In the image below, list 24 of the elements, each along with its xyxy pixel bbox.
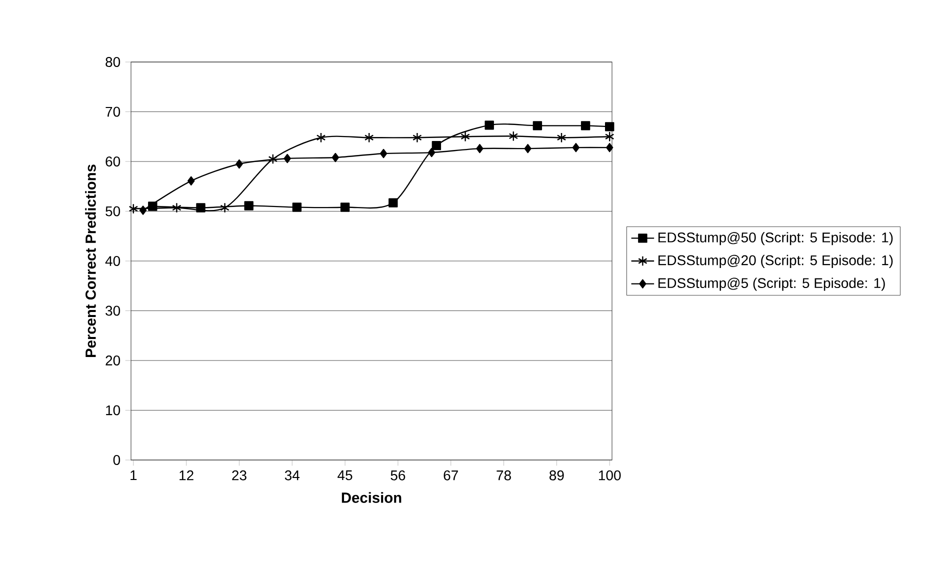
y-axis-title: Percent Correct Predictions xyxy=(85,164,96,358)
x-tick-label: 89 xyxy=(550,470,564,480)
y-tick-label: 30 xyxy=(106,306,120,316)
y-tick-label: 80 xyxy=(106,57,120,67)
x-tick-label: 78 xyxy=(496,470,511,480)
x-tick-label: 12 xyxy=(180,470,194,480)
x-tick-label: 45 xyxy=(338,470,352,480)
x-tick-label: 34 xyxy=(284,470,300,480)
x-tick-label: 23 xyxy=(232,470,246,480)
y-tick-label: 70 xyxy=(106,106,120,117)
y-tick-label: 10 xyxy=(106,405,120,416)
legend-label: EDSStump@5 (Script: 5 Episode: 1) xyxy=(658,278,885,291)
y-tick-label: 20 xyxy=(106,356,120,366)
legend-label: EDSStump@20 (Script: 5 Episode: 1) xyxy=(658,254,893,268)
x-axis-title: Decision xyxy=(342,492,402,503)
x-tick-label: 1 xyxy=(130,470,137,480)
y-tick-label: 50 xyxy=(106,206,120,216)
legend-label: EDSStump@50 (Script: 5 Episode: 1) xyxy=(658,232,893,246)
y-tick-label: 0 xyxy=(113,455,120,465)
x-tick-label: 56 xyxy=(390,470,406,480)
x-tick-label: 100 xyxy=(598,470,621,480)
x-tick-label: 67 xyxy=(444,470,458,480)
y-tick-label: 60 xyxy=(106,156,120,166)
y-tick-label: 40 xyxy=(105,256,120,266)
